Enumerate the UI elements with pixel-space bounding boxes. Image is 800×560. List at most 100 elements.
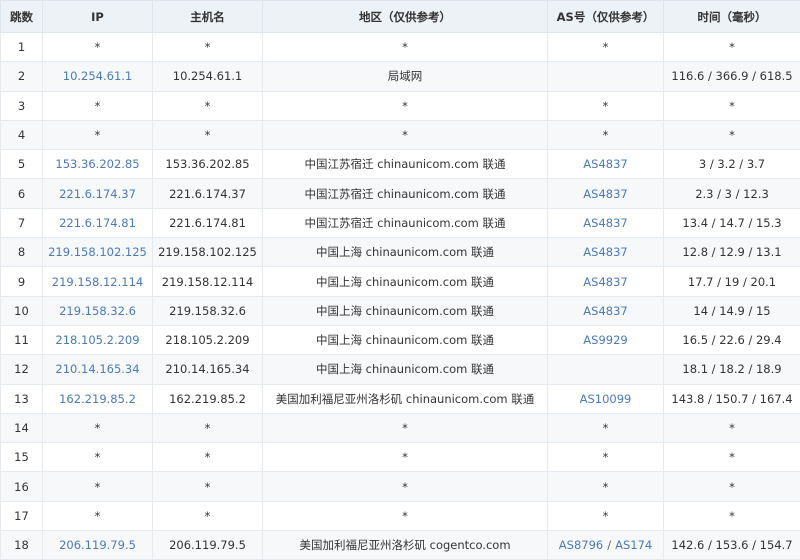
ip-link[interactable]: 221.6.174.37 — [59, 187, 136, 201]
hostname-cell: * — [153, 413, 263, 442]
hop-cell: 4 — [1, 120, 43, 149]
as-cell: * — [548, 413, 664, 442]
ip-cell: * — [43, 33, 153, 62]
as-link[interactable]: AS4837 — [583, 157, 627, 171]
as-cell — [548, 62, 664, 91]
ip-cell: 219.158.32.6 — [43, 296, 153, 325]
as-cell: AS4837 — [548, 238, 664, 267]
ip-link[interactable]: 221.6.174.81 — [59, 216, 136, 230]
region-cell: 中国上海 chinaunicom.com 联通 — [263, 296, 548, 325]
as-link[interactable]: AS9929 — [583, 333, 627, 347]
hostname-cell: 219.158.12.114 — [153, 267, 263, 296]
ip-link: * — [95, 40, 101, 54]
region-cell: 中国上海 chinaunicom.com 联通 — [263, 267, 548, 296]
as-cell: AS10099 — [548, 384, 664, 413]
hop-cell: 9 — [1, 267, 43, 296]
hostname-cell: 162.219.85.2 — [153, 384, 263, 413]
ip-cell: 210.14.165.34 — [43, 355, 153, 384]
time-cell: 143.8 / 150.7 / 167.4 — [664, 384, 800, 413]
time-cell: 16.5 / 22.6 / 29.4 — [664, 325, 800, 354]
as-cell: AS4837 — [548, 267, 664, 296]
region-cell: * — [263, 91, 548, 120]
ip-link[interactable]: 162.219.85.2 — [59, 392, 136, 406]
as-cell: * — [548, 91, 664, 120]
region-cell: * — [263, 413, 548, 442]
as-cell: AS8796 / AS174 — [548, 531, 664, 560]
ip-link[interactable]: 10.254.61.1 — [63, 69, 133, 83]
as-cell — [548, 355, 664, 384]
as-cell: * — [548, 443, 664, 472]
ip-cell: 206.119.79.5 — [43, 531, 153, 560]
hop-cell: 14 — [1, 413, 43, 442]
region-cell: * — [263, 501, 548, 530]
ip-link[interactable]: 218.105.2.209 — [55, 333, 139, 347]
time-cell: 2.3 / 3 / 12.3 — [664, 179, 800, 208]
ip-cell: 221.6.174.37 — [43, 179, 153, 208]
region-cell: 中国江苏宿迁 chinaunicom.com 联通 — [263, 150, 548, 179]
as-cell: AS4837 — [548, 208, 664, 237]
as-link[interactable]: AS4837 — [583, 275, 627, 289]
time-cell: * — [664, 472, 800, 501]
ip-cell: * — [43, 443, 153, 472]
hop-cell: 15 — [1, 443, 43, 472]
hop-cell: 12 — [1, 355, 43, 384]
ip-link[interactable]: 210.14.165.34 — [55, 362, 139, 376]
hostname-cell: * — [153, 443, 263, 472]
time-cell: 12.8 / 12.9 / 13.1 — [664, 238, 800, 267]
table-row: 1***** — [1, 33, 800, 62]
ip-cell: * — [43, 91, 153, 120]
region-cell: 中国江苏宿迁 chinaunicom.com 联通 — [263, 208, 548, 237]
as-link: * — [603, 99, 609, 113]
hostname-cell: 219.158.32.6 — [153, 296, 263, 325]
time-cell: 116.6 / 366.9 / 618.5 — [664, 62, 800, 91]
table-row: 15***** — [1, 443, 800, 472]
hop-cell: 18 — [1, 531, 43, 560]
ip-cell: 153.36.202.85 — [43, 150, 153, 179]
hostname-cell: 221.6.174.37 — [153, 179, 263, 208]
ip-link[interactable]: 219.158.12.114 — [52, 275, 143, 289]
column-header: AS号（仅供参考） — [548, 1, 664, 33]
ip-link[interactable]: 206.119.79.5 — [59, 538, 136, 552]
region-cell: 中国上海 chinaunicom.com 联通 — [263, 325, 548, 354]
as-cell: AS4837 — [548, 296, 664, 325]
time-cell: * — [664, 120, 800, 149]
as-cell: AS9929 — [548, 325, 664, 354]
as-link[interactable]: AS4837 — [583, 187, 627, 201]
hop-cell: 16 — [1, 472, 43, 501]
ip-link[interactable]: 219.158.102.125 — [48, 245, 147, 259]
region-cell: * — [263, 33, 548, 62]
as-link[interactable]: AS8796 — [559, 538, 603, 552]
ip-link: * — [95, 99, 101, 113]
as-separator: / — [607, 538, 611, 552]
column-header: 主机名 — [153, 1, 263, 33]
ip-cell: * — [43, 120, 153, 149]
as-link[interactable]: AS174 — [615, 538, 652, 552]
region-cell: 中国江苏宿迁 chinaunicom.com 联通 — [263, 179, 548, 208]
as-link[interactable]: AS4837 — [583, 304, 627, 318]
as-cell: AS4837 — [548, 150, 664, 179]
as-link[interactable]: AS4837 — [583, 216, 627, 230]
time-cell: 142.6 / 153.6 / 154.7 — [664, 531, 800, 560]
hostname-cell: 218.105.2.209 — [153, 325, 263, 354]
ip-link[interactable]: 219.158.32.6 — [59, 304, 136, 318]
as-link[interactable]: AS10099 — [580, 392, 632, 406]
time-cell: * — [664, 413, 800, 442]
ip-link: * — [95, 509, 101, 523]
hop-cell: 7 — [1, 208, 43, 237]
region-cell: * — [263, 472, 548, 501]
column-header: 时间（毫秒） — [664, 1, 800, 33]
as-link[interactable]: AS4837 — [583, 245, 627, 259]
time-cell: * — [664, 443, 800, 472]
table-row: 4***** — [1, 120, 800, 149]
ip-link[interactable]: 153.36.202.85 — [55, 157, 139, 171]
hostname-cell: * — [153, 120, 263, 149]
table-row: 17***** — [1, 501, 800, 530]
